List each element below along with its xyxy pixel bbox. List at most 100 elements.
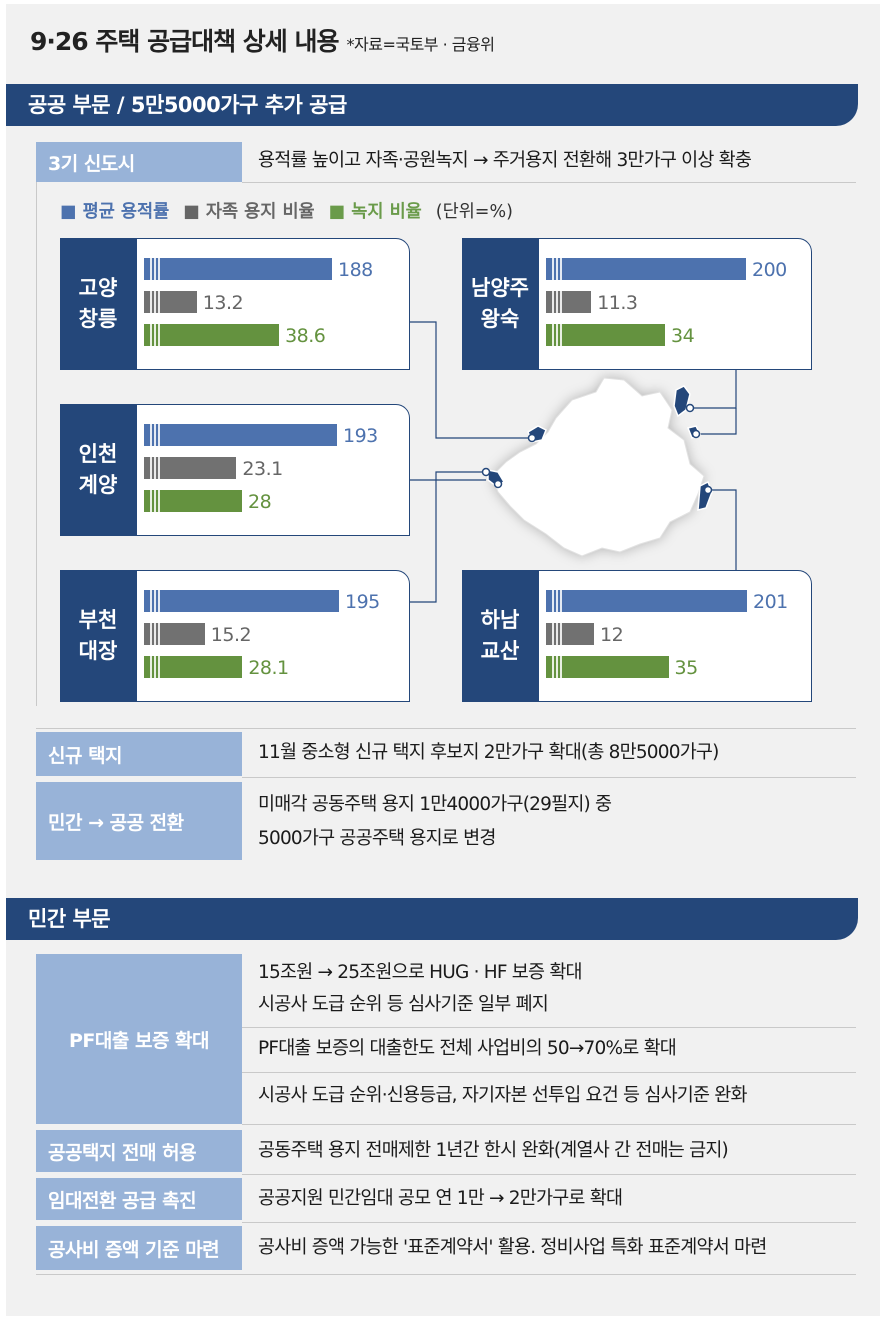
new-town-text: 용적률 높이고 자족·공원녹지 → 주거용지 전환해 3만가구 이상 확충 <box>258 150 752 171</box>
bar-green-space <box>144 490 242 512</box>
bar-green-space <box>546 324 665 346</box>
city-name-line1: 부천 <box>78 608 118 632</box>
source-note: *자료=국토부 · 금융위 <box>346 35 495 54</box>
bar-stripes <box>550 656 564 678</box>
bar-stripes <box>148 623 162 645</box>
city-name-line1: 하남 <box>480 608 520 632</box>
value-label-avg-far: 200 <box>752 259 787 281</box>
bar-stripes <box>550 291 564 313</box>
seoul-map <box>491 377 705 557</box>
city-name-line1: 고양 <box>78 276 118 300</box>
value-label-green-space: 38.6 <box>285 325 326 347</box>
connector-lines <box>402 321 737 603</box>
conversion-text-2: 5000가구 공공주택 용지로 변경 <box>258 828 496 849</box>
site-markers <box>481 385 713 511</box>
divider <box>242 1027 856 1028</box>
bar-self-sufficient <box>144 457 237 479</box>
bar-stripes <box>550 590 564 612</box>
conversion-label: 민간 → 공공 전환 <box>36 782 242 860</box>
value-label-avg-far: 201 <box>753 591 788 613</box>
bar-stripes <box>550 258 564 280</box>
pf-label: PF대출 보증 확대 <box>36 954 242 1124</box>
new-land-text: 11월 중소형 신규 택지 후보지 2만가구 확대(총 8만5000가구) <box>258 742 719 763</box>
public-sector-header: 공공 부문 / 5만5000가구 추가 공급 <box>6 84 858 126</box>
city-name-line2: 계양 <box>78 473 118 497</box>
value-label-self-sufficient: 11.3 <box>597 292 638 314</box>
value-label-green-space: 28 <box>248 491 272 513</box>
bar-self-sufficient <box>546 291 592 313</box>
value-label-avg-far: 195 <box>345 591 380 613</box>
page-title: 9·26 주택 공급대책 상세 내용 *자료=국토부 · 금융위 <box>30 22 495 58</box>
bar-avg-far <box>546 258 746 280</box>
divider <box>242 182 856 183</box>
bar-stripes <box>550 324 564 346</box>
pf-text-1: 15조원 → 25조원으로 HUG · HF 보증 확대 <box>258 962 583 983</box>
value-label-avg-far: 188 <box>338 259 373 281</box>
pf-text-2: 시공사 도급 순위 등 심사기준 일부 폐지 <box>258 994 549 1015</box>
city-name-line2: 왕숙 <box>480 307 520 331</box>
divider <box>242 1222 856 1223</box>
city-name-line1: 인천 <box>78 442 118 466</box>
value-label-green-space: 35 <box>674 657 699 679</box>
pf-text-3: PF대출 보증의 대출한도 전체 사업비의 50→70%로 확대 <box>258 1038 677 1059</box>
resale-text: 공동주택 용지 전매제한 1년간 한시 완화(계열사 간 전매는 금지) <box>258 1140 729 1161</box>
chart-legend: ■ 평균 용적률 ■ 자족 용지 비율 ■ 녹지 비율 (단위=%) <box>60 198 527 223</box>
bar-stripes <box>148 424 162 446</box>
bar-stripes <box>148 324 162 346</box>
city-name-line2: 대장 <box>78 639 118 663</box>
bar-stripes <box>148 291 162 313</box>
private-sector-header: 민간 부문 <box>6 898 858 940</box>
bar-green-space <box>546 656 669 678</box>
pf-text-4: 시공사 도급 순위·신용등급, 자기자본 선투입 요건 등 심사기준 완화 <box>258 1085 748 1106</box>
value-label-self-sufficient: 13.2 <box>202 292 244 314</box>
city-name-line2: 창릉 <box>78 307 118 331</box>
bar-avg-far <box>144 258 332 280</box>
value-label-self-sufficient: 23.1 <box>242 458 283 480</box>
divider <box>242 1174 856 1175</box>
cost-text: 공사비 증액 가능한 '표준계약서' 활용. 정비사업 특화 표준계약서 마련 <box>258 1237 767 1258</box>
bar-stripes <box>148 590 162 612</box>
city-name-line2: 교산 <box>480 639 520 663</box>
bar-stripes <box>550 623 564 645</box>
city-name-line1: 남양주 <box>471 276 529 300</box>
divider <box>242 1072 856 1073</box>
bar-self-sufficient <box>546 623 594 645</box>
legend-unit: (단위=%) <box>435 202 513 222</box>
divider <box>242 777 856 778</box>
rental-label: 임대전환 공급 촉진 <box>36 1178 242 1220</box>
conversion-text-1: 미매각 공동주택 용지 1만4000가구(29필지) 중 <box>258 794 612 815</box>
value-label-green-space: 34 <box>671 325 695 347</box>
legend-green-space: ■ 녹지 비율 <box>328 202 422 222</box>
new-town-label: 3기 신도시 <box>36 142 242 182</box>
new-town-side-rule <box>36 182 37 706</box>
bar-stripes <box>148 490 162 512</box>
divider <box>36 1274 856 1275</box>
bar-avg-far <box>144 424 337 446</box>
legend-avg-far: ■ 평균 용적률 <box>60 202 170 222</box>
bar-avg-far <box>144 590 339 612</box>
bar-green-space <box>144 324 280 346</box>
title-text: 9·26 주택 공급대책 상세 내용 <box>30 27 339 56</box>
value-label-self-sufficient: 12 <box>600 624 624 646</box>
bar-self-sufficient <box>144 291 197 313</box>
rental-text: 공공지원 민간임대 공모 연 1만 → 2만가구로 확대 <box>258 1188 623 1209</box>
bar-stripes <box>148 656 162 678</box>
divider <box>242 1124 856 1125</box>
bar-green-space <box>144 656 243 678</box>
cost-label: 공사비 증액 기준 마련 <box>36 1226 242 1270</box>
new-land-label: 신규 택지 <box>36 732 242 776</box>
bar-avg-far <box>546 590 747 612</box>
bar-stripes <box>148 258 162 280</box>
value-label-self-sufficient: 15.2 <box>210 624 252 646</box>
bar-stripes <box>148 457 162 479</box>
legend-self-sufficient: ■ 자족 용지 비율 <box>183 202 315 222</box>
divider <box>36 728 856 729</box>
value-label-avg-far: 193 <box>343 425 378 447</box>
resale-label: 공공택지 전매 허용 <box>36 1130 242 1172</box>
